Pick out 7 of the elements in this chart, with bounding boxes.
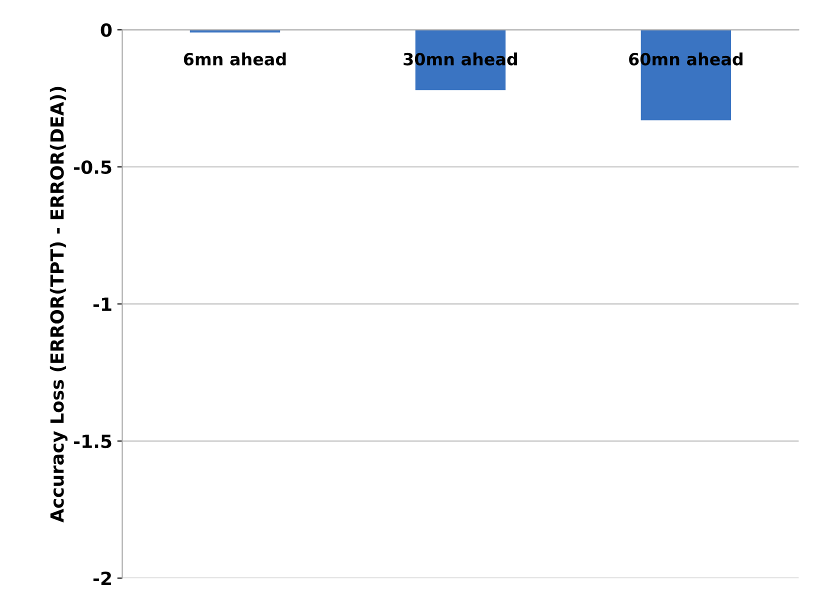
y-tick-label: -2 xyxy=(93,572,111,585)
y-tick-label: -1 xyxy=(93,298,112,311)
y-axis-title: Accuracy Loss (ERROR(TPT) - ERROR(DEA)) xyxy=(50,86,68,523)
x-tick-label: 6mn ahead xyxy=(184,52,286,66)
y-tick-label: 0 xyxy=(100,23,112,37)
y-tick-label: -1.5 xyxy=(74,434,112,448)
y-tick-label: -0.5 xyxy=(74,160,112,174)
